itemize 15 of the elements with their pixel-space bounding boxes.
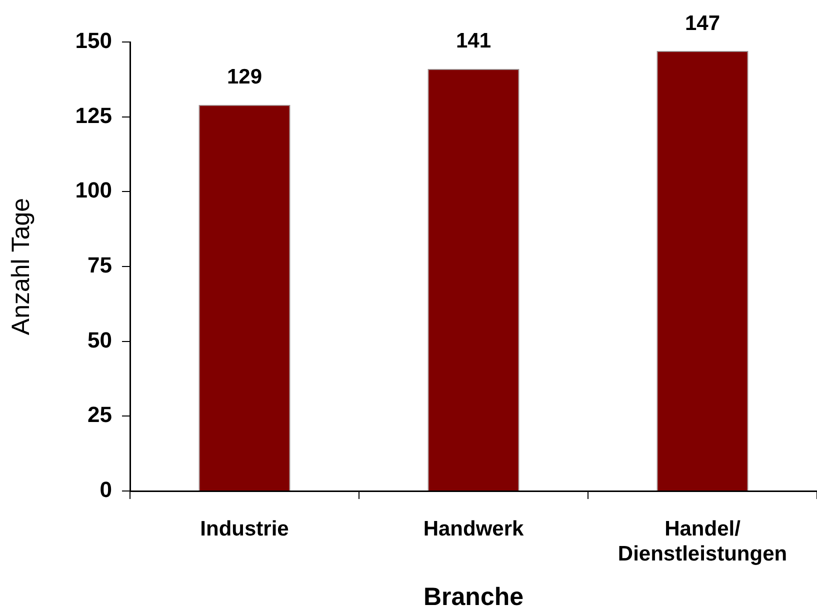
y-tick-label: 0 xyxy=(100,477,112,502)
y-tick-label: 25 xyxy=(88,402,112,428)
x-tick-label: Industrie xyxy=(200,517,289,540)
data-label: 129 xyxy=(226,66,262,89)
y-tick-label: 125 xyxy=(75,102,112,128)
x-tick-label: Handwerk xyxy=(423,517,524,540)
data-label: 141 xyxy=(456,30,492,53)
y-tick-label: 50 xyxy=(88,327,112,352)
y-axis-title: Anzahl Tage xyxy=(6,198,35,336)
data-label: 147 xyxy=(684,12,720,35)
x-tick-label: Handel/ Dienstleistungen xyxy=(618,517,788,566)
y-tick-label: 100 xyxy=(75,178,112,203)
x-axis-title: Branche xyxy=(423,582,524,611)
y-tick-label: 75 xyxy=(88,252,112,278)
y-tick-label: 150 xyxy=(75,28,112,54)
